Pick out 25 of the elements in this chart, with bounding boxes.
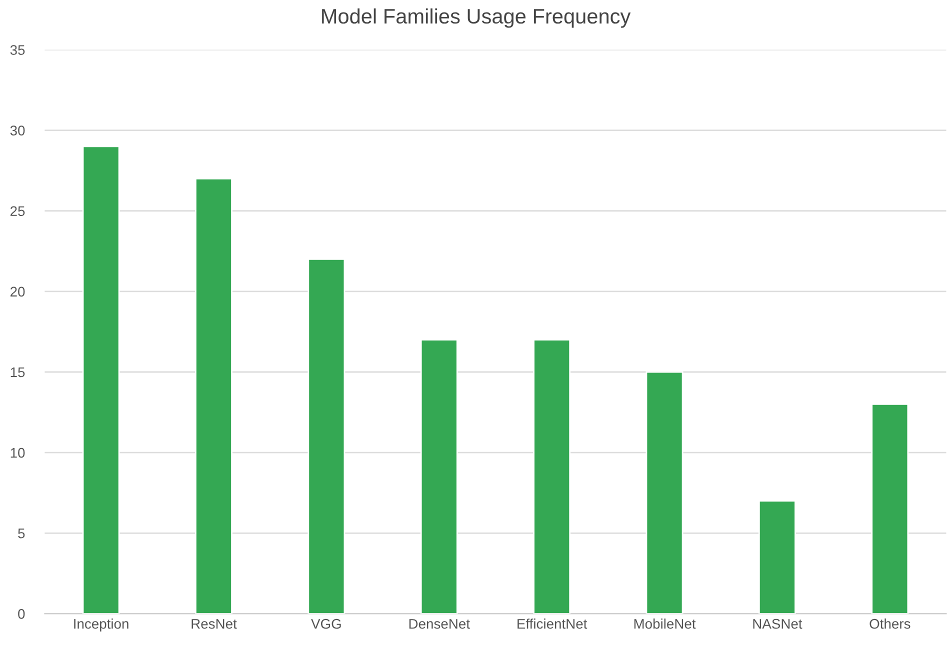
y-tick-label: 5 — [18, 528, 25, 538]
y-tick-label: 25 — [10, 206, 25, 216]
x-tick-label: ResNet — [192, 619, 237, 629]
y-tick-label: 30 — [10, 126, 25, 136]
y-tick-label: 35 — [10, 45, 25, 55]
y-tick-label: 20 — [10, 286, 25, 297]
y-tick-label: 10 — [10, 448, 25, 458]
bar — [646, 371, 684, 614]
bar — [195, 178, 232, 614]
bar — [758, 500, 796, 614]
x-tick-label: NASNet — [753, 618, 802, 629]
x-tick-label: EfficientNet — [518, 618, 588, 629]
x-tick-label: Others — [870, 618, 910, 629]
y-tick-label: 15 — [10, 367, 25, 378]
bar — [533, 339, 571, 614]
y-tick-label: 0 — [18, 609, 25, 619]
chart-title: Model Families Usage Frequency — [322, 8, 631, 28]
bar — [308, 258, 346, 614]
x-tick-label: DenseNet — [409, 619, 470, 629]
bar — [82, 146, 120, 614]
x-tick-label: MobileNet — [634, 618, 696, 629]
bar — [420, 339, 458, 614]
x-tick-label: Inception — [74, 618, 128, 632]
bar — [871, 404, 909, 614]
x-tick-label: VGG — [311, 618, 341, 629]
